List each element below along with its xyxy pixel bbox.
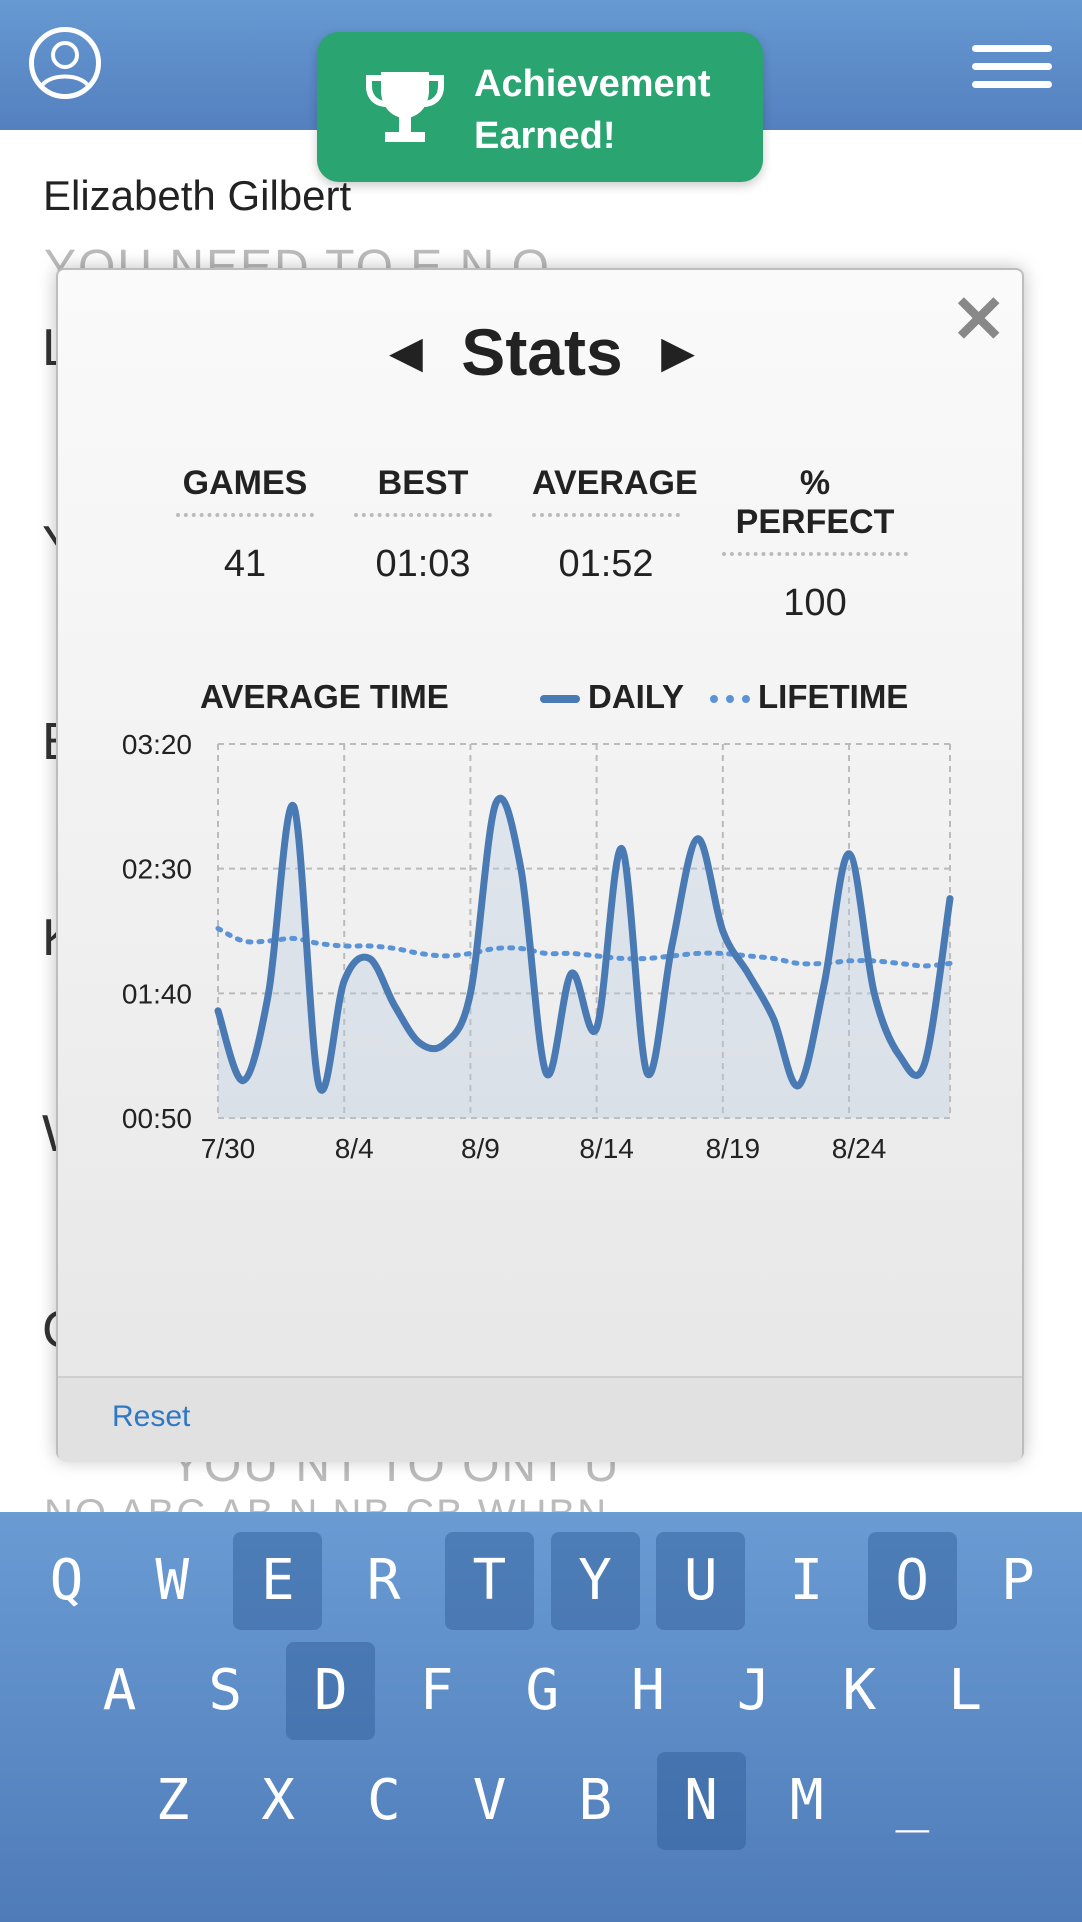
legend-dotted-icon [710,695,750,704]
stat-best: BEST 01:03 [354,464,492,586]
key-c[interactable]: C [367,1768,401,1833]
x-tick-label: 8/9 [461,1133,500,1164]
stat-average: AVERAGE 01:52 [532,464,698,585]
key-x[interactable]: X [261,1768,296,1833]
y-tick-label: 01:40 [122,978,192,1009]
key-e[interactable]: E [233,1532,323,1630]
x-tick-label: 8/4 [335,1133,374,1164]
key-s[interactable]: S [208,1658,243,1723]
key-i[interactable]: I [789,1548,824,1613]
key-b[interactable]: B [578,1768,613,1833]
key-r[interactable]: R [366,1548,401,1613]
stats-modal: ✕ ◀ Stats ▶ GAMES 41 BEST 01:03 AVERAGE … [56,268,1024,1462]
achievement-toast[interactable]: Achievement Earned! [317,32,763,182]
left-triangle-icon[interactable]: ◀ [389,327,423,377]
key-g[interactable]: G [525,1658,560,1723]
stat-perfect: % PERFECT 100 [722,464,908,625]
key-f[interactable]: F [419,1658,454,1723]
stat-games: GAMES 41 [176,464,314,586]
x-tick-label: 8/24 [832,1133,887,1164]
x-tick-label: 8/14 [579,1133,634,1164]
achievement-text: Achievement Earned! [474,63,711,157]
trophy-icon [366,72,444,142]
key-blank[interactable]: _ [895,1768,930,1833]
key-j[interactable]: J [736,1658,771,1723]
modal-title: Stats [461,315,623,389]
key-a[interactable]: A [102,1658,137,1723]
y-tick-label: 02:30 [122,854,192,885]
key-n[interactable]: N [656,1752,746,1850]
key-t[interactable]: T [444,1532,534,1630]
x-tick-label: 8/19 [706,1133,761,1164]
key-k[interactable]: K [842,1658,877,1723]
daily-area [218,798,950,1118]
key-o[interactable]: O [867,1532,957,1630]
key-q[interactable]: Q [49,1548,84,1613]
key-l[interactable]: L [948,1658,982,1723]
hamburger-menu-icon[interactable] [972,45,1052,89]
right-triangle-icon[interactable]: ▶ [661,327,695,377]
user-avatar-icon[interactable] [29,27,101,99]
x-tick-label: 7/30 [201,1133,256,1164]
key-m[interactable]: M [789,1768,824,1833]
y-tick-label: 00:50 [122,1103,192,1134]
modal-footer: Reset [58,1376,1022,1462]
series-daily-line [214,794,954,1094]
legend-daily: DAILY [540,678,684,716]
on-screen-keyboard: Q W E R T Y U I O P A S D F G H J K L Z X C V B N M _ [0,1512,1082,1922]
key-u[interactable]: U [656,1532,746,1630]
reset-link[interactable]: Reset [112,1400,191,1433]
key-h[interactable]: H [631,1658,665,1723]
key-z[interactable]: Z [155,1768,190,1833]
key-y[interactable]: Y [550,1532,640,1630]
quote-author: Elizabeth Gilbert [43,172,352,219]
legend-line-icon [540,695,580,704]
key-d[interactable]: D [286,1642,376,1740]
close-x-icon[interactable]: ✕ [951,282,1007,356]
legend-lifetime: LIFETIME [710,678,908,716]
key-w[interactable]: W [155,1548,190,1613]
chart-title: AVERAGE TIME [200,678,449,715]
key-v[interactable]: V [472,1768,507,1833]
average-time-chart: 03:20 02:30 01:40 00:50 7/30 8/4 8/9 8/14 8/19 8/… [122,729,954,1164]
key-p[interactable]: P [1000,1548,1035,1613]
y-tick-label: 03:20 [122,729,192,760]
